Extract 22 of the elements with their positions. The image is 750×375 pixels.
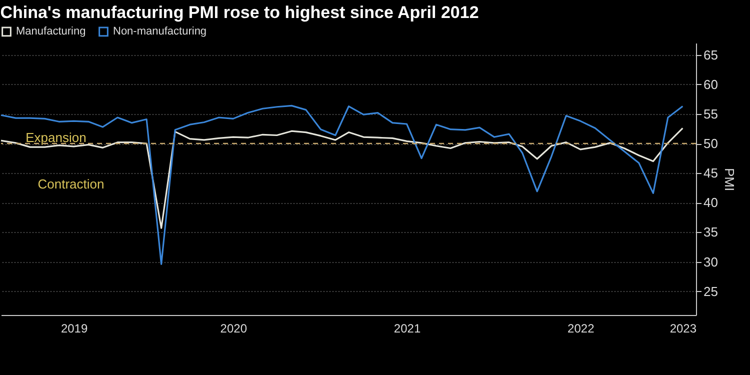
x-tick-label: 2022 — [568, 322, 595, 336]
x-tick-label: 2021 — [394, 322, 421, 336]
y-tick-label: 35 — [704, 224, 718, 240]
annotation: Contraction — [38, 176, 104, 192]
y-axis-title: PMI — [722, 168, 737, 192]
y-tick-label: 30 — [704, 254, 718, 270]
x-tick-label: 2019 — [60, 322, 88, 336]
y-tick-label: 25 — [704, 284, 718, 299]
legend-label: Non-manufacturing — [113, 26, 207, 38]
y-tick-label: 40 — [704, 195, 718, 210]
y-tick-label: 50 — [704, 136, 718, 152]
legend-label: Manufacturing — [16, 26, 86, 38]
y-tick-label: 55 — [704, 106, 718, 122]
x-tick-label: 2020 — [220, 322, 248, 336]
x-tick-label: 2023 — [670, 322, 697, 336]
line-series — [0, 104, 684, 265]
line-series — [0, 127, 684, 229]
annotation: Expansion — [26, 130, 86, 146]
y-tick-label: 60 — [704, 76, 718, 92]
y-tick-label: 65 — [704, 47, 718, 62]
chart-title: China's manufacturing PMI rose to highest since April 2012 — [0, 3, 479, 22]
y-tick-label: 45 — [704, 166, 718, 181]
